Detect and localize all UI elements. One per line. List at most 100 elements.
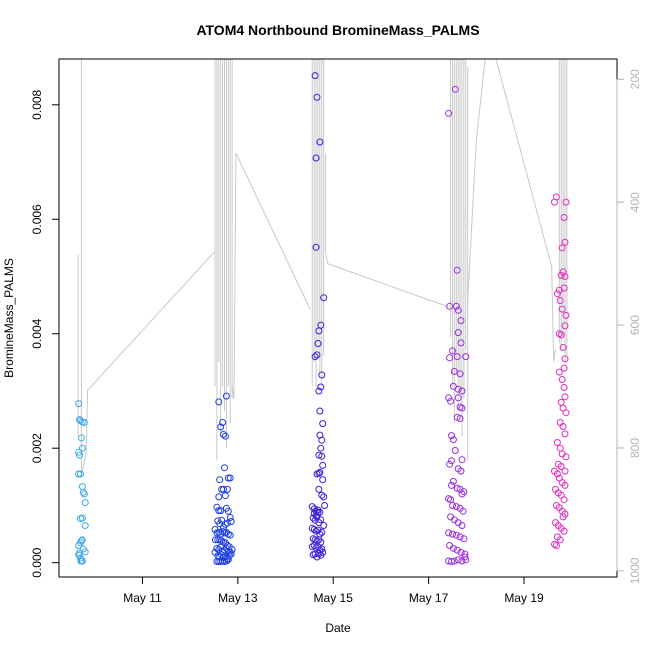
data-point <box>77 470 84 478</box>
data-point <box>555 330 563 338</box>
data-point <box>226 531 234 539</box>
data-point <box>561 467 569 475</box>
altitude-transit-line <box>467 59 556 362</box>
data-point <box>313 553 321 561</box>
data-point <box>80 490 88 498</box>
data-point <box>551 198 558 206</box>
altitude-transit-line <box>325 251 448 308</box>
data-point <box>319 461 327 469</box>
data-point <box>315 451 323 459</box>
data-point <box>449 502 456 509</box>
data-point <box>217 507 225 515</box>
data-point <box>315 485 323 493</box>
data-point <box>317 516 325 524</box>
data-point <box>317 383 325 391</box>
data-point <box>454 329 462 337</box>
data-point <box>557 271 565 279</box>
data-point <box>453 266 461 274</box>
data-point <box>460 488 468 496</box>
data-point <box>225 552 233 560</box>
data-point <box>452 503 460 511</box>
data-point <box>219 419 227 426</box>
data-point <box>458 387 466 395</box>
data-point <box>78 514 86 522</box>
data-point <box>560 284 568 292</box>
data-point <box>318 491 326 499</box>
data-point <box>557 398 565 406</box>
data-point <box>319 476 327 484</box>
data-point <box>75 448 83 456</box>
data-point <box>446 460 454 468</box>
data-point <box>457 467 465 475</box>
x-tick-label: May 13 <box>218 591 258 605</box>
data-point <box>562 453 570 461</box>
data-point <box>315 327 323 335</box>
data-point <box>221 432 229 440</box>
data-point <box>211 526 219 533</box>
data-point <box>220 485 227 493</box>
data-point <box>453 353 461 361</box>
data-point <box>217 423 225 431</box>
data-point <box>318 371 326 379</box>
data-point <box>77 557 85 565</box>
data-point <box>220 431 227 438</box>
y-tick-label: 0.000 <box>30 547 44 577</box>
data-point <box>451 85 459 93</box>
data-point <box>75 470 83 478</box>
data-point <box>560 496 568 504</box>
y2-tick-label: 1000 <box>628 557 642 584</box>
data-point <box>561 430 569 438</box>
data-point <box>315 550 323 557</box>
y-tick-label: 0.004 <box>30 318 44 348</box>
data-point <box>320 522 328 529</box>
data-point <box>215 507 223 515</box>
data-point <box>458 490 466 498</box>
y-tick-label: 0.006 <box>30 204 44 234</box>
data-point <box>561 238 569 246</box>
data-point <box>76 451 83 459</box>
data-point <box>559 344 567 351</box>
data-point <box>311 353 319 361</box>
data-point <box>77 434 85 442</box>
data-point <box>560 214 568 221</box>
data-point <box>557 463 565 470</box>
chart-title: ATOM4 Northbound BromineMass_PALMS <box>196 22 479 38</box>
data-point <box>77 417 84 425</box>
data-point <box>456 533 464 541</box>
data-point <box>553 439 561 446</box>
data-point <box>311 72 319 80</box>
data-point <box>448 481 455 489</box>
data-point <box>78 444 86 452</box>
data-point <box>561 322 569 330</box>
data-point <box>320 294 328 302</box>
data-point <box>556 297 564 304</box>
y-tick-label: 0.002 <box>30 433 44 463</box>
data-point <box>317 321 325 329</box>
data-point <box>452 302 460 310</box>
altitude-transit-line <box>231 152 311 399</box>
data-point <box>559 268 567 276</box>
data-point <box>456 370 464 378</box>
y-axis: 0.000 0.002 0.004 0.006 0.008 <box>30 89 59 578</box>
data-point <box>562 198 570 206</box>
data-point <box>78 536 86 544</box>
data-point <box>459 507 467 515</box>
data-point <box>316 468 324 476</box>
data-point <box>457 548 465 556</box>
data-point <box>227 518 235 525</box>
data-point <box>454 556 462 564</box>
data-point <box>224 474 232 482</box>
data-point <box>458 404 466 412</box>
data-point <box>449 477 457 485</box>
data-point <box>445 109 453 117</box>
data-point <box>560 364 568 372</box>
data-point <box>555 368 563 376</box>
data-point <box>556 536 564 544</box>
data-point <box>221 464 228 472</box>
data-point <box>313 351 321 359</box>
data-point <box>456 485 464 493</box>
y2-tick-label: 400 <box>628 192 642 212</box>
y2-tick-label: 800 <box>628 438 642 458</box>
data-point <box>310 542 318 549</box>
